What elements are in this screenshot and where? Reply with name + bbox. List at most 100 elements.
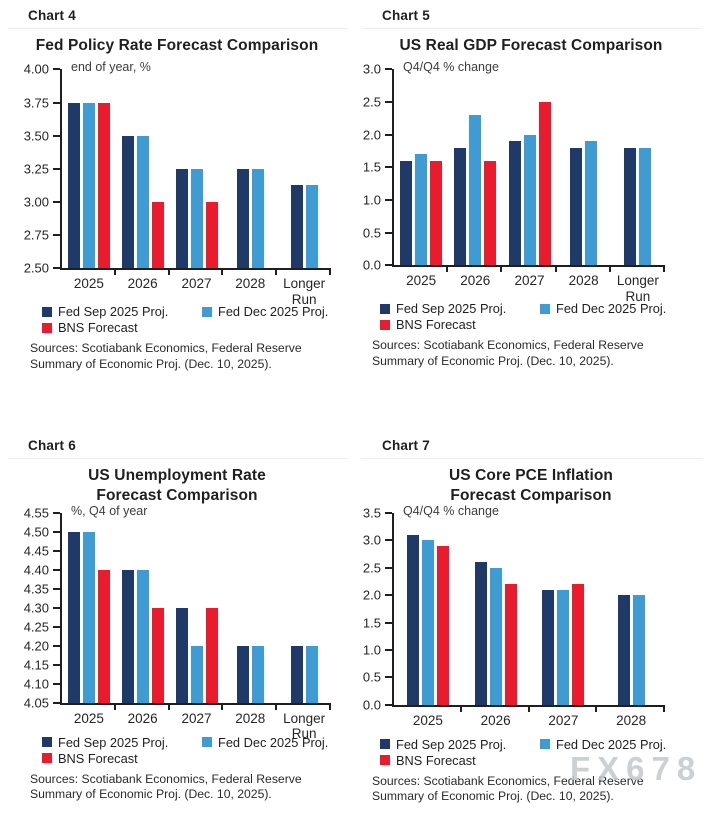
bar-fed-sep-2025-proj: [236, 645, 249, 703]
x-category-label: 2025: [406, 273, 437, 289]
legend-swatch-fed-dec: [202, 306, 212, 317]
bar-fed-sep-2025-proj: [624, 147, 637, 266]
bar-fed-dec-2025-proj: [585, 141, 598, 266]
x-category-label: 2026: [480, 712, 511, 728]
chart-title: Fed Policy Rate Forecast Comparison: [35, 37, 319, 54]
legend-swatch-fed-sep: [380, 303, 390, 314]
bar-fed-sep-2025-proj: [290, 184, 303, 269]
chart4-panel: Chart 4 Fed Policy Rate Forecast Compari…: [0, 0, 354, 430]
bar-fed-dec-2025-proj: [82, 102, 95, 269]
bar-fed-dec-2025-proj: [136, 569, 149, 703]
y-axis-tick: [53, 167, 60, 170]
y-axis-tick: [53, 701, 60, 704]
bar-bns-forecast: [205, 607, 218, 703]
legend-item: Fed Dec 2025 Proj.: [540, 301, 708, 316]
legend-item: Fed Sep 2025 Proj.: [42, 304, 202, 319]
bar-bns-forecast: [430, 160, 443, 266]
x-axis-tick: [275, 270, 278, 276]
y-axis-tick-label: 4.25: [23, 619, 49, 635]
x-category-label: 2026: [127, 710, 158, 726]
x-category-label: 2028: [235, 276, 266, 292]
y-axis-tick: [53, 530, 60, 533]
x-axis-tick: [595, 706, 598, 712]
legend-item: Fed Sep 2025 Proj.: [42, 735, 202, 750]
axis-unit-label: end of year, %: [71, 60, 151, 75]
y-axis-tick: [53, 606, 60, 609]
bar-fed-sep-2025-proj: [542, 589, 555, 705]
x-axis-tick: [608, 267, 611, 273]
legend-swatch-fed-dec: [202, 737, 212, 748]
legend-swatch-fed-sep: [42, 737, 52, 748]
y-axis-tick-label: 1.0: [362, 192, 381, 208]
legend-swatch-fed-dec: [540, 739, 550, 750]
x-category-label: Longer Run: [616, 273, 659, 304]
chart6-plot: %, Q4 of year 4.05 4.10 4.15 4.20 4.25 4.30 4.…: [24, 504, 331, 741]
bar-fed-dec-2025-proj: [251, 645, 264, 703]
legend: Fed Sep 2025 Proj. Fed Dec 2025 Proj. BN…: [42, 735, 354, 766]
y-axis-tick-label: 4.00: [23, 61, 49, 77]
bar-fed-sep-2025-proj: [175, 168, 188, 269]
y-axis-tick-label: 4.35: [23, 581, 49, 597]
y-axis-tick: [53, 234, 60, 237]
y-axis-tick-label: 2.5: [362, 560, 381, 576]
y-axis-tick: [385, 133, 392, 136]
y-axis-tick: [53, 568, 60, 571]
legend-swatch-bns: [380, 755, 390, 766]
bar-bns-forecast: [436, 545, 449, 705]
bar-fed-sep-2025-proj: [454, 147, 467, 266]
chart-number-label: Chart 6: [28, 438, 76, 453]
x-category-label: 2027: [548, 712, 579, 728]
y-axis-tick: [385, 68, 392, 71]
bar-fed-sep-2025-proj: [617, 595, 630, 705]
y-axis-tick-label: 4.45: [23, 543, 49, 559]
bar-fed-sep-2025-proj: [121, 569, 134, 703]
panel-divider: [362, 28, 702, 29]
legend-swatch-fed-sep: [380, 739, 390, 750]
x-axis-tick: [221, 270, 224, 276]
chart5-plot: Q4/Q4 % change 0.0 0.5 1.0 1.5 2.0 2.5 3.0 2025…: [363, 60, 665, 304]
x-axis-tick: [663, 706, 665, 712]
x-axis-tick: [113, 704, 116, 710]
bar-fed-sep-2025-proj: [400, 160, 413, 266]
x-category-label: 2026: [460, 273, 491, 289]
y-axis-tick: [53, 587, 60, 590]
y-axis-tick: [53, 682, 60, 685]
legend-item: Fed Sep 2025 Proj.: [380, 737, 540, 752]
legend-item: Fed Dec 2025 Proj.: [540, 737, 708, 752]
legend-swatch-fed-dec: [540, 303, 550, 314]
bar-fed-sep-2025-proj: [406, 534, 419, 705]
legend-item: BNS Forecast: [42, 751, 202, 766]
x-axis-tick: [554, 267, 557, 273]
y-axis-tick: [53, 663, 60, 666]
y-axis-tick: [385, 166, 392, 169]
sources-line2: Summary of Economic Proj. (Dec. 10, 2025…: [372, 353, 614, 368]
chart-title: US Unemployment Rate Forecast Comparison: [88, 467, 266, 505]
x-axis-tick: [329, 270, 331, 276]
chart7-plot: Q4/Q4 % change 0.0 0.5 1.0 1.5 2.0 2.5 3.0 3.5 2…: [363, 504, 665, 728]
legend: Fed Sep 2025 Proj. Fed Dec 2025 Proj. BN…: [380, 737, 708, 768]
legend-label: BNS Forecast: [396, 317, 476, 333]
x-category-label: 2028: [568, 273, 599, 289]
x-category-label: Longer Run: [283, 710, 326, 742]
y-axis-tick-label: 3.50: [23, 128, 49, 144]
y-axis-tick: [53, 625, 60, 628]
bar-fed-sep-2025-proj: [175, 607, 188, 703]
axis-unit-label: Q4/Q4 % change: [403, 503, 499, 518]
axis-unit-label: Q4/Q4 % change: [403, 60, 499, 75]
bar-bns-forecast: [572, 584, 585, 705]
y-axis-tick: [53, 644, 60, 647]
sources-note: Sources: Scotiabank Economics, Federal R…: [30, 772, 346, 802]
chart5-panel: Chart 5 US Real GDP Forecast Comparison …: [354, 0, 708, 430]
x-category-label: 2025: [73, 276, 104, 292]
legend-item: BNS Forecast: [380, 317, 540, 332]
bar-fed-sep-2025-proj: [570, 147, 583, 266]
legend-label: BNS Forecast: [396, 752, 476, 768]
y-axis-tick: [385, 264, 392, 267]
bar-fed-dec-2025-proj: [421, 540, 434, 705]
bar-fed-dec-2025-proj: [489, 567, 502, 705]
y-axis-tick-label: 2.0: [362, 127, 381, 143]
y-axis-tick: [385, 621, 392, 624]
sources-line2: Summary of Economic Proj. (Dec. 10, 2025…: [30, 787, 272, 802]
legend-swatch-bns: [42, 322, 52, 333]
x-axis-tick: [446, 267, 449, 273]
